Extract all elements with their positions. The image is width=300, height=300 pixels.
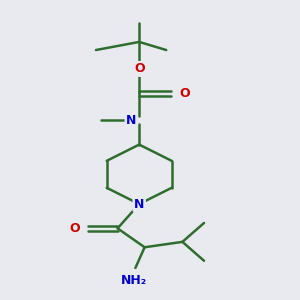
- Text: NH₂: NH₂: [121, 274, 147, 287]
- Text: O: O: [69, 222, 80, 235]
- Text: N: N: [134, 197, 144, 211]
- Text: O: O: [180, 87, 190, 100]
- Text: N: N: [126, 114, 136, 127]
- Text: O: O: [134, 62, 145, 75]
